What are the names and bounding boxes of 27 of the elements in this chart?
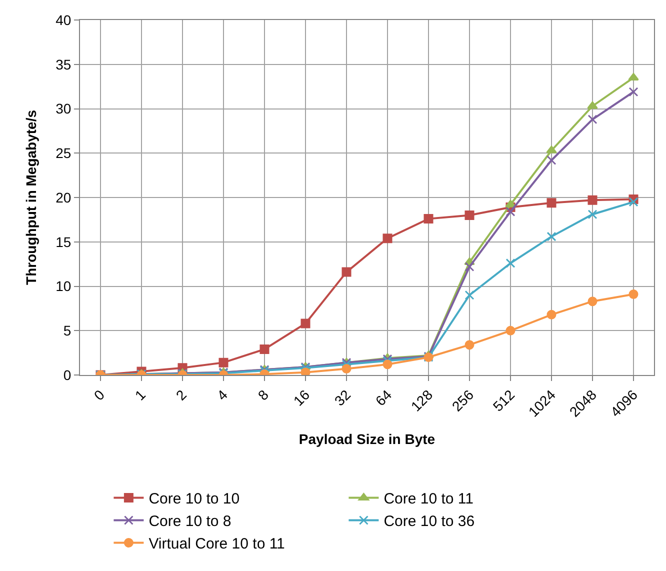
legend-label: Core 10 to 8: [148, 513, 232, 530]
x-tick-label: 4: [214, 386, 231, 404]
x-tick-label: 128: [408, 386, 436, 414]
y-tick-label: 10: [56, 278, 72, 294]
x-tick-label: 32: [331, 386, 354, 409]
x-axis-title: Payload Size in Byte: [298, 431, 436, 448]
y-tick-label: 40: [56, 12, 72, 28]
y-tick-label: 20: [56, 189, 72, 206]
y-tick-label: 15: [56, 234, 72, 250]
y-tick-label: 25: [56, 145, 72, 162]
legend-label: Core 10 to 11: [384, 490, 474, 508]
legend-label: Core 10 to 10: [148, 490, 240, 508]
legend-label: Virtual Core 10 to 11: [148, 536, 285, 553]
x-tick-label: 64: [372, 386, 395, 409]
x-tick-label: 256: [448, 386, 477, 414]
y-tick-label: 35: [56, 56, 72, 72]
x-tick-label: 1: [132, 386, 149, 404]
y-tick-label: 30: [56, 100, 72, 117]
x-tick-label: 0: [90, 386, 108, 404]
x-tick-label: 16: [290, 386, 313, 409]
y-axis-title: Throughput in Megabyte/s: [23, 110, 40, 285]
x-tick-label: 2: [172, 386, 190, 404]
legend-label: Core 10 to 36: [384, 513, 475, 530]
y-tick-label: 5: [63, 322, 72, 339]
x-tick-label: 512: [490, 386, 518, 414]
y-tick-label: 0: [63, 366, 72, 383]
x-tick-label: 8: [254, 386, 272, 404]
